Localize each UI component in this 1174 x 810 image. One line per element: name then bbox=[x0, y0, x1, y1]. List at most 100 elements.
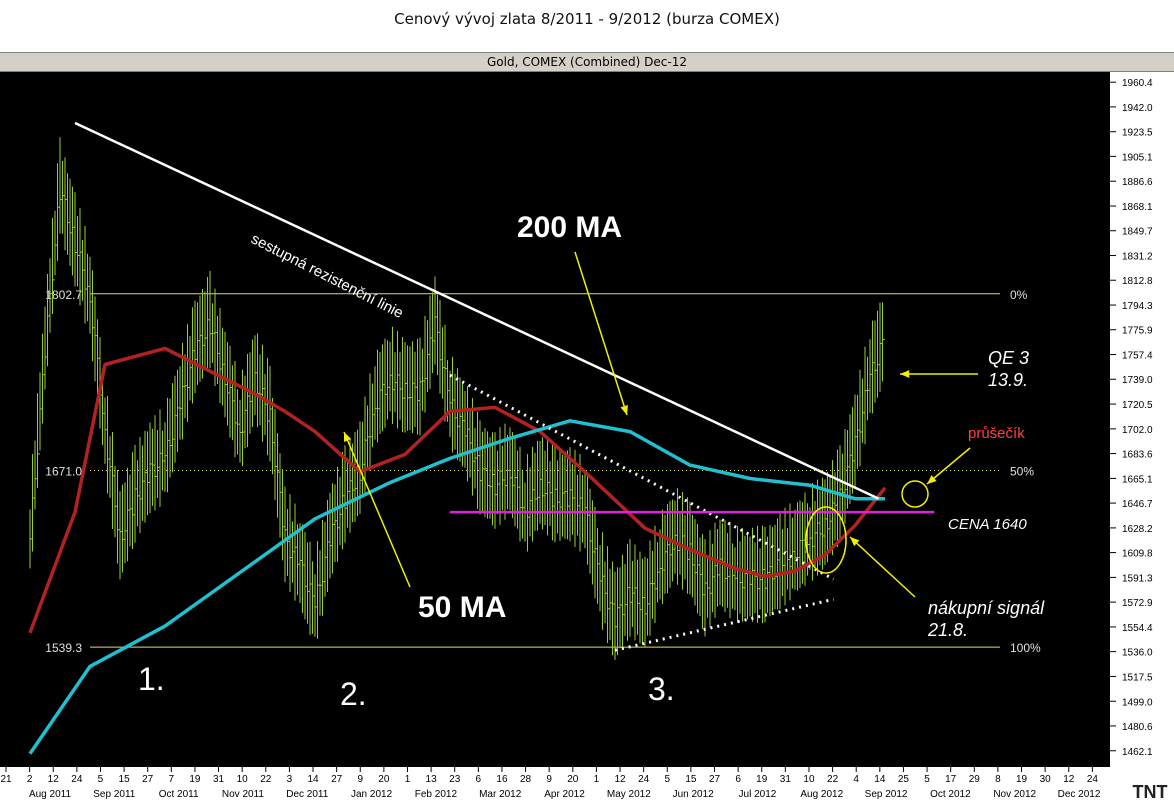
x-tick-label: 19 bbox=[756, 774, 768, 785]
x-tick-label: 9 bbox=[357, 774, 363, 785]
buy-signal-date-label: 21.8. bbox=[927, 620, 968, 640]
x-tick-label: 25 bbox=[898, 774, 910, 785]
x-tick-label: 7 bbox=[169, 774, 175, 785]
y-tick-label: 1905.1 bbox=[1122, 152, 1153, 163]
ma50-label: 50 MA bbox=[418, 591, 506, 624]
x-month-label: Aug 2011 bbox=[29, 789, 72, 800]
y-tick-label: 1942.0 bbox=[1122, 103, 1153, 114]
intersection-circle bbox=[901, 480, 929, 508]
x-month-label: Sep 2012 bbox=[865, 789, 908, 800]
resistance-line bbox=[74, 121, 880, 500]
arrow-head bbox=[344, 432, 352, 442]
triangle-upper-line bbox=[449, 373, 835, 581]
x-tick-label: 14 bbox=[874, 774, 886, 785]
moving-averages bbox=[28, 346, 887, 755]
x-month-label: Aug 2012 bbox=[800, 789, 843, 800]
price-bar bbox=[882, 302, 885, 382]
x-month-label: Oct 2012 bbox=[930, 789, 971, 800]
y-tick-label: 1757.4 bbox=[1122, 351, 1153, 362]
qe3-date-label: 13.9. bbox=[988, 370, 1028, 390]
x-month-label: Dec 2011 bbox=[286, 789, 329, 800]
plot-background bbox=[0, 72, 1110, 767]
x-axis: 21 2 12 24 5 15 27 7 19 31 10 22 3 14 27 9 20 1 13 23 6 16 28 9… bbox=[0, 767, 1101, 800]
x-tick-label: 28 bbox=[520, 774, 532, 785]
x-month-label: Feb 2012 bbox=[415, 789, 458, 800]
arrow-shaft bbox=[849, 536, 916, 598]
y-tick-label: 1960.4 bbox=[1122, 78, 1153, 89]
x-tick-label: 5 bbox=[98, 774, 104, 785]
x-tick-label: 2 bbox=[27, 774, 33, 785]
x-tick-label: 20 bbox=[567, 774, 579, 785]
x-tick-label: 9 bbox=[546, 774, 552, 785]
x-tick-label: 23 bbox=[449, 774, 461, 785]
fib-value-label: 1802.7 bbox=[45, 288, 82, 302]
x-month-label: Jan 2012 bbox=[351, 789, 393, 800]
y-tick-label: 1572.9 bbox=[1122, 598, 1153, 609]
x-tick-label: 29 bbox=[969, 774, 981, 785]
arrow-head bbox=[927, 475, 937, 484]
x-axis-panel bbox=[0, 767, 1174, 810]
x-tick-label: 17 bbox=[945, 774, 957, 785]
x-tick-label: 15 bbox=[119, 774, 131, 785]
y-tick-label: 1720.5 bbox=[1122, 400, 1153, 411]
x-tick-label: 16 bbox=[496, 774, 508, 785]
x-tick-label: 14 bbox=[307, 774, 319, 785]
arrow-shaft bbox=[574, 251, 628, 416]
x-tick-label: 20 bbox=[378, 774, 390, 785]
x-tick-label: 1 bbox=[594, 774, 600, 785]
y-axis: 1960.4 1942.0 1923.5 1905.1 1886.6 1868.1 1849… bbox=[1110, 78, 1153, 758]
x-tick-label: 22 bbox=[827, 774, 839, 785]
x-tick-label: 8 bbox=[995, 774, 1001, 785]
page-title: Cenový vývoj zlata 8/2011 - 9/2012 (burz… bbox=[394, 10, 780, 28]
x-tick-label: 6 bbox=[476, 774, 482, 785]
x-tick-label: 27 bbox=[331, 774, 343, 785]
x-tick-label: 12 bbox=[614, 774, 626, 785]
x-tick-label: 27 bbox=[709, 774, 721, 785]
ma200-label: 200 MA bbox=[517, 211, 622, 244]
x-month-label: Jul 2012 bbox=[739, 789, 777, 800]
x-tick-label: 6 bbox=[735, 774, 741, 785]
qe3-arrow bbox=[900, 370, 978, 378]
fib-percent-label: 100% bbox=[1010, 641, 1041, 655]
arrow-head bbox=[850, 537, 860, 547]
x-month-label: Nov 2011 bbox=[222, 789, 265, 800]
y-tick-label: 1536.0 bbox=[1122, 648, 1153, 659]
buy-signal-arrow bbox=[849, 536, 916, 598]
x-tick-label: 13 bbox=[426, 774, 438, 785]
arrow-head bbox=[620, 405, 628, 415]
ma50-arrow bbox=[343, 431, 411, 588]
y-tick-label: 1812.8 bbox=[1122, 276, 1153, 287]
x-tick-label: 24 bbox=[638, 774, 650, 785]
x-month-label: Apr 2012 bbox=[544, 789, 585, 800]
fib-percent-label: 50% bbox=[1010, 464, 1034, 478]
buy-signal-label: nákupní signál bbox=[928, 598, 1045, 618]
chart-header: Gold, COMEX (Combined) Dec-12 bbox=[0, 52, 1174, 72]
y-tick-label: 1868.1 bbox=[1122, 202, 1153, 213]
arrow-shaft bbox=[343, 431, 411, 588]
arrow-shaft bbox=[926, 447, 971, 485]
x-tick-label: 1 bbox=[405, 774, 411, 785]
point-1-label: 1. bbox=[138, 661, 165, 697]
x-month-label: Dec 2012 bbox=[1058, 789, 1101, 800]
y-tick-label: 1702.0 bbox=[1122, 425, 1153, 436]
y-tick-label: 1554.4 bbox=[1122, 623, 1153, 634]
fib-value-label: 1539.3 bbox=[45, 641, 82, 655]
y-tick-label: 1886.6 bbox=[1122, 177, 1153, 188]
chart-frame: Gold, COMEX (Combined) Dec-12 1802.7 0% 16… bbox=[0, 52, 1174, 810]
intersection-arrow bbox=[926, 447, 971, 485]
y-tick-label: 1480.6 bbox=[1122, 722, 1153, 733]
y-tick-label: 1499.0 bbox=[1122, 697, 1153, 708]
x-tick-label: 4 bbox=[853, 774, 859, 785]
y-tick-label: 1794.3 bbox=[1122, 301, 1153, 312]
y-tick-label: 1831.2 bbox=[1122, 252, 1153, 263]
x-tick-label: 31 bbox=[780, 774, 792, 785]
price-bars bbox=[29, 137, 885, 660]
y-tick-label: 1775.9 bbox=[1122, 326, 1153, 337]
gold-price-chart: 1802.7 0%1671.0 50%1539.3 100% sestupná rez… bbox=[0, 72, 1174, 810]
y-tick-label: 1739.0 bbox=[1122, 375, 1153, 386]
x-tick-label: 22 bbox=[260, 774, 272, 785]
x-tick-label: 21 bbox=[0, 774, 12, 785]
y-tick-label: 1665.1 bbox=[1122, 474, 1153, 485]
x-tick-label: 24 bbox=[1087, 774, 1099, 785]
price-bar bbox=[52, 217, 55, 315]
